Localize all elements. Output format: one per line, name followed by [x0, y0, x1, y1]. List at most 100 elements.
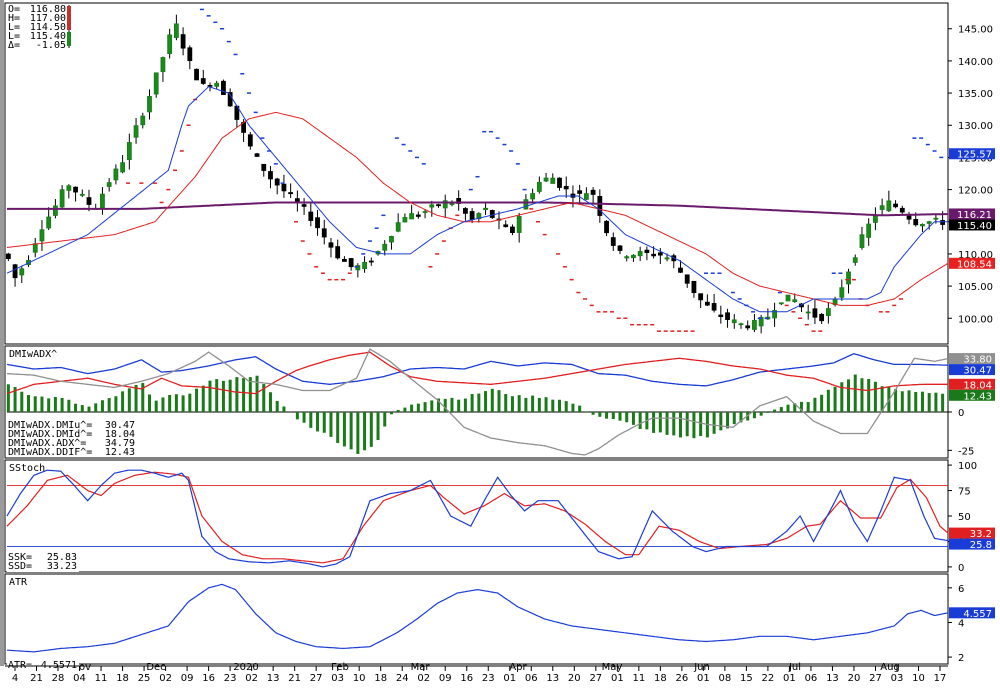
ddif-histogram-bar: [558, 399, 562, 412]
ddif-histogram-bar: [255, 375, 259, 412]
candle-body: [268, 171, 273, 180]
ddif-histogram-bar: [779, 407, 783, 412]
dmi-value-badge: [949, 378, 995, 390]
ddif-histogram-bar: [121, 391, 125, 412]
stoch-legend-value: 25.83: [47, 552, 77, 563]
ddif-histogram-bar: [134, 384, 138, 412]
candle-body: [348, 258, 354, 268]
candle-body: [711, 303, 717, 311]
price-y-tick-label: 100.00: [958, 314, 993, 325]
candle-body: [617, 245, 623, 251]
ddif-histogram-bar: [349, 411, 353, 450]
candle-body: [913, 219, 919, 226]
candle-body: [583, 193, 589, 200]
stoch-value-badge-text: 25.8: [970, 540, 992, 551]
candle-body: [846, 271, 851, 285]
x-day-label: 23: [482, 673, 495, 684]
dmi-panel-title: DMIwADX^: [9, 349, 57, 360]
stoch-series-line: [6, 469, 949, 568]
candle-body: [247, 134, 253, 147]
candle-body: [637, 251, 643, 257]
x-day-label: 02: [159, 673, 172, 684]
ohlc-readout-label: O=: [8, 4, 20, 15]
axis-ticks: 100.00105.00110.00115.00120.00125.00130.…: [948, 25, 993, 664]
candle-body: [274, 178, 280, 186]
candle-body: [449, 203, 455, 206]
x-day-label: 13: [826, 673, 839, 684]
candle-body: [812, 308, 818, 318]
candle-body: [805, 311, 811, 314]
x-day-label: 17: [934, 673, 947, 684]
ddif-histogram-bar: [369, 411, 373, 447]
x-month-label: Feb: [331, 662, 349, 673]
candle-body: [745, 325, 751, 329]
candle-body: [173, 23, 179, 38]
ddif-histogram-bar: [598, 411, 602, 417]
candle-body: [940, 220, 946, 225]
dmi-value-badge: [949, 353, 995, 365]
x-partial-month-label: ov: [79, 662, 91, 673]
ddif-histogram-bar: [302, 411, 306, 423]
candle-body: [610, 237, 616, 246]
ddif-histogram-bar: [201, 385, 205, 412]
candle-body: [301, 204, 307, 207]
ddif-histogram-bar: [410, 404, 414, 412]
ddif-histogram-bar: [316, 411, 320, 432]
candle-body: [328, 242, 334, 248]
ddif-histogram-bar: [376, 411, 380, 441]
ddif-histogram-bar: [833, 386, 837, 412]
readout-candle-body: [67, 32, 71, 46]
ddif-histogram-bar: [363, 411, 367, 451]
candle-body: [825, 308, 831, 317]
candle-body: [409, 213, 415, 220]
ddif-histogram-bar: [752, 411, 756, 419]
candle-body: [254, 153, 260, 157]
long-moving-average-line: [7, 201, 949, 217]
candle-body: [32, 243, 38, 253]
atr-value-badge-text: 4.557: [963, 609, 992, 620]
dmi-legend-value: 30.47: [105, 420, 135, 431]
candle-body: [852, 257, 858, 263]
ddif-histogram-bar: [497, 390, 501, 412]
ddif-histogram-bar: [920, 391, 924, 412]
ddif-histogram-bar: [625, 411, 629, 423]
candle-body: [463, 208, 468, 214]
candle-body: [866, 223, 872, 238]
stoch-y-tick-label: 50: [958, 512, 971, 523]
x-day-label: 01: [611, 673, 624, 684]
ddif-histogram-bar: [867, 379, 871, 412]
candle-body: [355, 265, 361, 271]
ddif-histogram-bar: [322, 411, 326, 433]
candle-body: [489, 209, 495, 218]
x-day-label: 03: [331, 673, 344, 684]
ddif-histogram-bar: [356, 411, 360, 454]
dmi-value-badge: [949, 389, 995, 401]
candle-body: [557, 177, 562, 188]
candle-body: [73, 186, 78, 193]
price-value-badge: [949, 257, 995, 269]
ddif-histogram-bar: [437, 398, 441, 412]
candle-body: [126, 142, 132, 161]
candle-body: [516, 216, 522, 233]
ohlc-readout-value: -1.05: [36, 40, 66, 51]
candle-body: [133, 125, 139, 138]
ddif-histogram-bar: [571, 403, 575, 412]
candle-body: [698, 293, 704, 301]
ddif-histogram-bar: [107, 398, 111, 412]
ohlc-readout-value: 115.40: [30, 31, 66, 42]
x-day-label: 21: [30, 673, 43, 684]
candle-body: [113, 168, 119, 181]
candle-body: [100, 193, 105, 209]
stoch-value-badge: [949, 538, 995, 550]
candle-body: [631, 254, 636, 259]
slow-moving-average-line: [6, 111, 949, 306]
price-y-tick-label: 110.00: [958, 250, 993, 261]
candle-body: [678, 267, 683, 273]
ddif-histogram-bar: [806, 402, 810, 412]
x-day-label: 28: [52, 673, 65, 684]
x-day-label: 24: [396, 673, 409, 684]
candle-body: [160, 57, 166, 73]
dmi-y-tick-label: 0: [958, 408, 964, 419]
candle-body: [415, 214, 421, 217]
candle-body: [200, 78, 206, 84]
